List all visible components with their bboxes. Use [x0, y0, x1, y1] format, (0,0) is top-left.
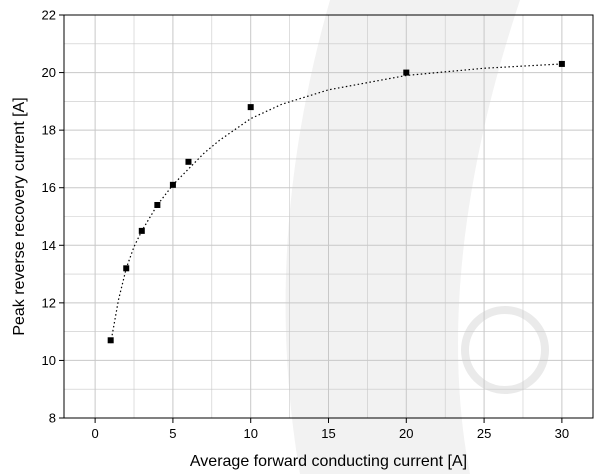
x-tick-label: 5 [169, 426, 176, 441]
y-tick-label: 10 [42, 353, 56, 368]
data-point [185, 158, 192, 165]
y-tick-label: 14 [42, 238, 56, 253]
data-point [123, 265, 130, 272]
watermark-swoosh [285, 0, 520, 474]
y-tick-label: 16 [42, 180, 56, 195]
y-tick-label: 8 [49, 411, 56, 426]
y-tick-label: 22 [42, 8, 56, 23]
x-tick-label: 30 [555, 426, 569, 441]
x-tick-label: 10 [243, 426, 257, 441]
y-tick-labels: 8 10 12 14 16 18 20 22 [42, 8, 56, 426]
data-markers [107, 60, 565, 344]
data-point [247, 104, 254, 111]
data-point [154, 201, 161, 208]
axis-ticks [59, 14, 563, 423]
data-point [107, 337, 114, 344]
x-tick-labels: 0 5 10 15 20 25 30 [92, 426, 570, 441]
y-tick-label: 12 [42, 295, 56, 310]
y-tick-label: 20 [42, 65, 56, 80]
data-point [169, 181, 176, 188]
data-point [403, 69, 410, 76]
x-tick-label: 20 [399, 426, 413, 441]
watermark-background [285, 0, 549, 474]
y-axis-title: Peak reverse recovery current [A] [11, 97, 28, 335]
y-tick-label: 18 [42, 123, 56, 138]
x-tick-label: 0 [92, 426, 99, 441]
data-point [558, 60, 565, 67]
grid-lines [64, 14, 593, 419]
x-tick-label: 15 [321, 426, 335, 441]
x-axis-title: Average forward conducting current [A] [190, 453, 467, 470]
registered-mark-icon [461, 306, 549, 394]
x-tick-label: 25 [477, 426, 491, 441]
data-point [138, 227, 145, 234]
